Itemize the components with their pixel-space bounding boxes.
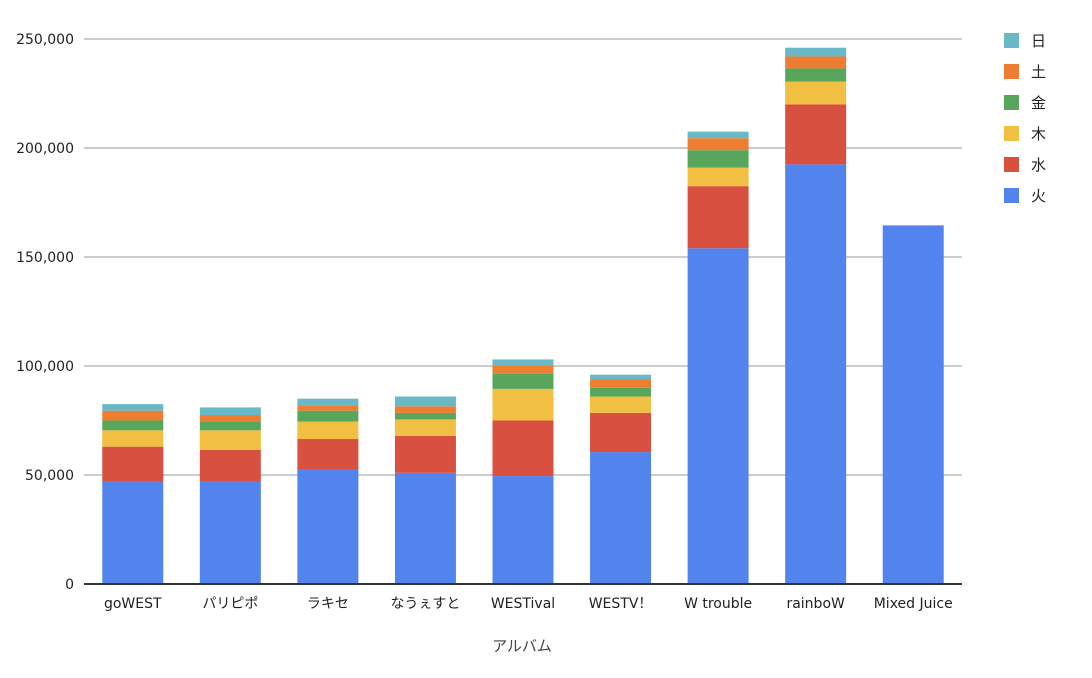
- y-tick-label: 150,000: [16, 250, 74, 266]
- legend-label: 火: [1031, 187, 1046, 205]
- x-tick-label: WESTival: [491, 596, 555, 612]
- legend-swatch: [1004, 126, 1019, 141]
- x-tick-label: goWEST: [104, 596, 162, 612]
- x-tick-label: ラキセ: [307, 596, 349, 612]
- x-tick-label: WESTV！: [589, 596, 653, 612]
- legend-label: 金: [1031, 94, 1046, 112]
- bar-segment: [492, 359, 554, 366]
- bar-segment: [687, 138, 749, 151]
- bar-segment: [199, 415, 261, 422]
- bar-segment: [687, 248, 749, 584]
- bar-segment: [394, 406, 456, 413]
- legend-swatch: [1004, 95, 1019, 110]
- legend-label: 木: [1031, 125, 1046, 143]
- bar-segment: [297, 405, 359, 411]
- bar-segment: [102, 446, 164, 482]
- bar-segment: [102, 420, 164, 431]
- legend-label: 水: [1031, 156, 1046, 174]
- bar-segment: [297, 398, 359, 406]
- bar-segment: [297, 469, 359, 584]
- bar-segment: [492, 366, 554, 374]
- bar-segment: [590, 374, 652, 380]
- bar-segment: [199, 449, 261, 482]
- bar-segment: [492, 476, 554, 584]
- bar-segment: [785, 56, 847, 69]
- legend-label: 日: [1031, 32, 1046, 50]
- legend-label: 土: [1031, 63, 1046, 81]
- bar-segment: [102, 404, 164, 411]
- y-tick-label: 50,000: [25, 468, 74, 484]
- bar-segment: [102, 410, 164, 421]
- bar-segment: [785, 104, 847, 165]
- x-tick-label: W trouble: [684, 596, 752, 612]
- bar-segment: [199, 481, 261, 584]
- bar-segment: [102, 430, 164, 447]
- axes: 0 50,000 100,000 150,000 200,000 250,000 goWES…: [16, 32, 962, 612]
- bar-segment: [492, 420, 554, 477]
- bar-segment: [199, 430, 261, 450]
- bar-segment: [297, 421, 359, 440]
- x-tick-label: なうぇすと: [390, 596, 460, 612]
- bar-segment: [394, 472, 456, 584]
- x-axis-title: アルバム: [492, 637, 552, 655]
- bar-segment: [590, 396, 652, 413]
- bar-segment: [590, 387, 652, 397]
- x-tick-label: rainboW: [786, 596, 845, 612]
- bar-segment: [492, 373, 554, 389]
- bar-segment: [687, 150, 749, 168]
- bar-segment: [785, 81, 847, 105]
- bar-segment: [882, 225, 944, 584]
- y-tick-label: 100,000: [16, 359, 74, 375]
- x-tick-label: Mixed Juice: [874, 596, 953, 612]
- bar-segment: [297, 439, 359, 470]
- bar-segment: [492, 388, 554, 421]
- bar-segment: [199, 421, 261, 431]
- bar-segment: [394, 396, 456, 407]
- legend-swatch: [1004, 188, 1019, 203]
- x-tick-label: パリピポ: [202, 596, 258, 612]
- bar-segment: [687, 186, 749, 249]
- bar-segment: [687, 167, 749, 187]
- bar-segment: [687, 131, 749, 139]
- bar-segment: [785, 68, 847, 82]
- bar-segment: [199, 407, 261, 416]
- bar-segment: [394, 419, 456, 436]
- legend-swatch: [1004, 33, 1019, 48]
- y-tick-label: 250,000: [16, 32, 74, 48]
- bar-segment: [590, 452, 652, 584]
- y-tick-label: 0: [65, 577, 74, 593]
- legend-swatch: [1004, 64, 1019, 79]
- legend-swatch: [1004, 157, 1019, 172]
- bar-segment: [297, 410, 359, 422]
- bars: [102, 47, 944, 584]
- bar-segment: [394, 412, 456, 420]
- bar-segment: [102, 481, 164, 584]
- bar-segment: [394, 435, 456, 473]
- bar-segment: [590, 412, 652, 453]
- bar-segment: [785, 47, 847, 57]
- y-tick-label: 200,000: [16, 141, 74, 157]
- bar-segment: [785, 164, 847, 584]
- bar-segment: [590, 379, 652, 388]
